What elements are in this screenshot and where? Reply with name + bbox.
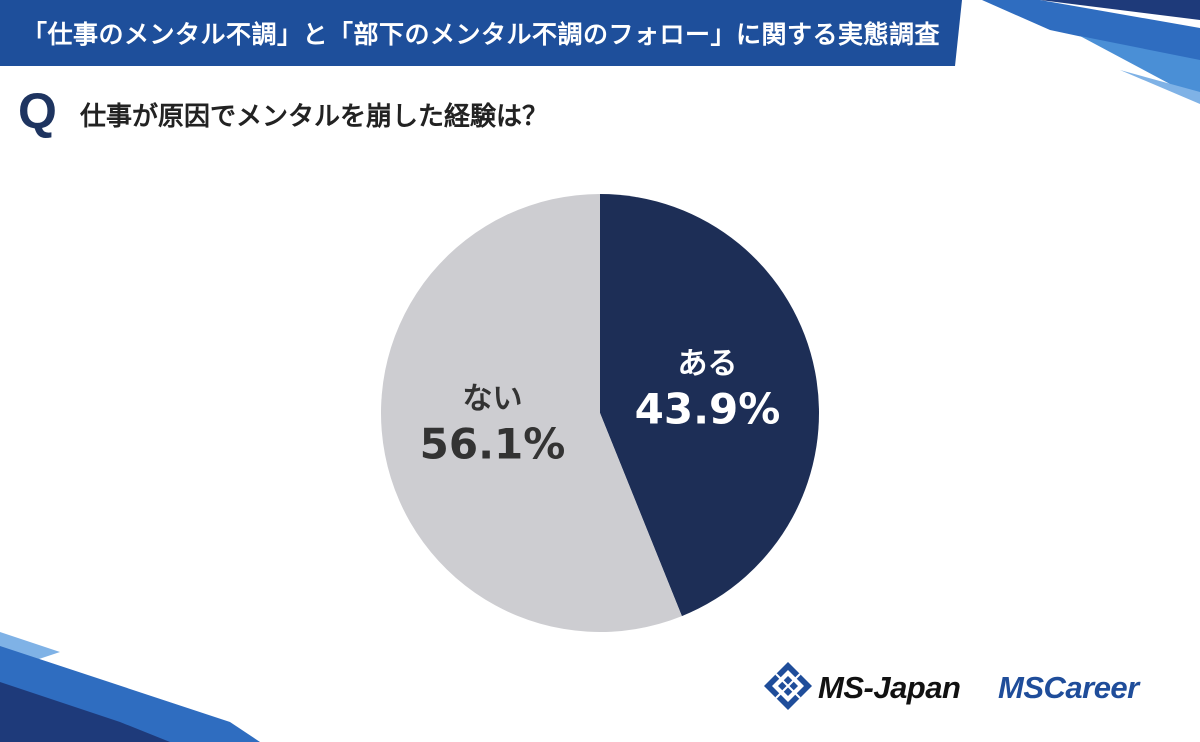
bottom-left-decoration bbox=[0, 632, 260, 742]
ms-japan-logo-text: MS-Japan bbox=[818, 670, 961, 705]
question-mark-label: Q bbox=[18, 83, 57, 139]
question-text: 仕事が原因でメンタルを崩した経験は？ bbox=[80, 102, 549, 132]
slice-label-1: ある bbox=[677, 346, 737, 381]
slice-value-1: 43.9% bbox=[635, 384, 781, 433]
logo-area: MS-Japan MSCareer bbox=[762, 660, 1182, 720]
pie-slice-2 bbox=[380, 194, 682, 633]
pie-slice-1 bbox=[600, 194, 819, 617]
slice-label-2: ない bbox=[463, 382, 523, 417]
slice-value-2: 56.1% bbox=[420, 420, 566, 469]
survey-title: 「仕事のメンタル不調」と「部下のメンタル不調のフォロー」に関する実態調査 bbox=[22, 20, 941, 49]
top-right-decoration bbox=[980, 0, 1200, 104]
ms-career-logo-text: MSCareer bbox=[998, 670, 1139, 705]
ms-japan-logo-icon bbox=[764, 662, 812, 710]
header-banner bbox=[0, 0, 962, 66]
